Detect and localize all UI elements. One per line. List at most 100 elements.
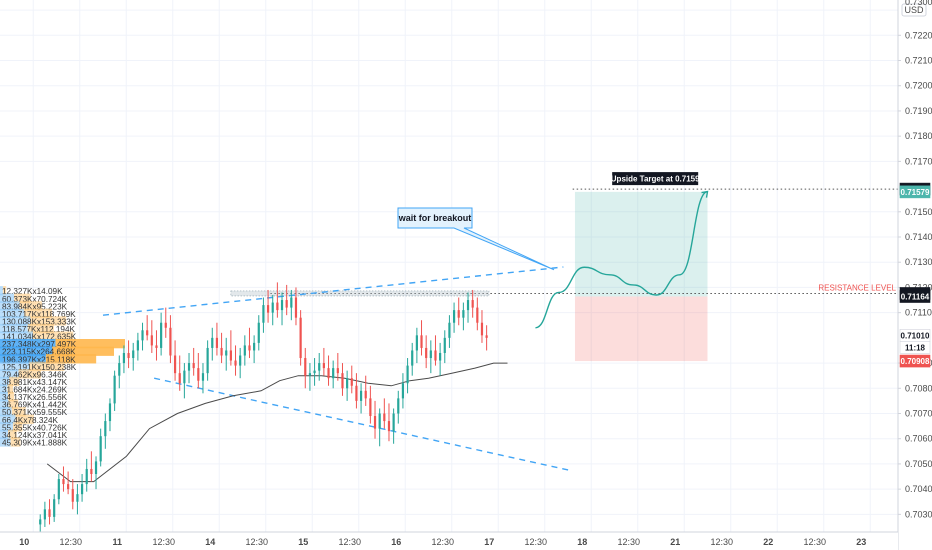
volume-profile-sell-bar [8,399,19,409]
time-axis-label: 12:30 [338,537,361,547]
price-tag-label-stop: 0.70908 [901,357,930,366]
price-tag-label-countdown: 11:18 [905,343,926,352]
volume-profile-label: 12.327Kx14.09K [2,287,63,296]
volume-profile-label: 50.371Kx59.555K [2,408,68,417]
candle-bullish [448,322,451,338]
candle-bearish [48,509,51,517]
candle-bearish [276,302,279,311]
volume-profile-sell-bar [2,286,7,296]
candle-bearish [420,335,423,348]
candle-bullish [43,509,46,520]
candle-bearish [164,322,167,328]
volume-profile-label: 38.981Kx43.147K [2,378,68,387]
candle-bearish [234,360,237,366]
candle-bullish [271,302,274,313]
volume-profile-buy-bar [0,399,9,409]
candle-bearish [192,363,195,369]
candle-bearish [480,322,484,336]
candle-bearish [229,350,232,361]
candle-bullish [462,310,465,318]
candle-bullish [99,436,102,462]
time-axis-label: 12:30 [803,537,826,547]
volume-profile-label: 118.577Kx112.194K [2,325,76,334]
price-tag-label-last: 0.71010 [901,331,930,340]
candle-bearish [220,347,223,356]
candle-bullish [104,421,107,437]
volume-profile-buy-bar [0,437,11,447]
candle-bearish [127,352,130,359]
volume-profile-label: 45.309Kx41.888K [2,438,68,447]
candle-bullish [429,350,432,359]
volume-profile-label: 237.348Kx297.497K [2,340,77,349]
candle-bearish [336,368,339,374]
candle-bearish [197,368,200,381]
volume-profile-buy-bar [0,308,25,319]
currency-label: USD [904,5,924,15]
volume-profile-sell-bar [29,361,65,372]
candle-bullish [39,519,42,525]
volume-profile-label: 130.088Kx153.333K [2,317,77,326]
volume-profile-buy-bar [0,316,31,326]
time-axis-label: 17 [484,537,494,547]
candle-bullish [262,305,265,323]
candle-bearish [299,317,302,359]
volume-profile-label: 55.355Kx40.726K [2,423,68,432]
volume-profile-label: 34.124Kx37.041K [2,431,68,440]
candle-bullish [392,413,395,432]
time-axis-label: 12:30 [524,537,547,547]
candle-bullish [332,368,335,379]
volume-profile-buy-bar [0,391,8,402]
candle-bullish [443,337,446,353]
price-scale-background [898,0,932,550]
time-axis-label: 16 [391,537,401,547]
candle-bullish [253,342,256,351]
volume-profile-buy-bar [0,361,30,372]
candle-bullish [76,494,79,502]
time-axis-label: 12:30 [710,537,733,547]
moving-average-line [46,362,508,483]
time-axis-label: 14 [205,537,215,547]
candle-bearish [425,347,428,359]
volume-profile-buy-bar [0,429,8,440]
volume-profile-sell-bar [10,437,21,447]
volume-profile-buy-bar [0,369,19,379]
candle-bearish [434,350,437,361]
volume-profile-label: 60.373Kx70.724K [2,295,68,304]
price-tag-stop [899,354,931,368]
candle-bullish [53,499,56,517]
candle-bearish [215,337,219,348]
time-axis-label: 22 [763,537,773,547]
volume-profile-buy-bar [0,354,46,364]
candle-bearish [169,327,172,356]
candle-bullish [118,363,121,376]
candle-bullish [132,350,135,359]
candle-bearish [341,373,344,389]
projection-arrow-icon [701,190,709,198]
time-axis-label: 21 [670,537,680,547]
candle-bearish [322,363,325,369]
volume-profile-buy-bar [0,331,33,341]
volume-profile-buy-bar [0,384,8,394]
candle-bullish [318,363,321,371]
volume-profile-label: 141.034Kx172.635K [2,333,77,342]
candle-bearish [155,345,158,348]
candle-bullish [452,310,456,323]
volume-profile-buy-bar [0,407,12,417]
candle-bullish [313,370,316,374]
volume-profile-sell-bar [32,331,74,341]
volume-profile-buy-bar [0,422,13,432]
candle-bearish [364,390,367,399]
candle-bearish [457,310,460,318]
volume-profile-sell-bar [55,339,126,349]
candle-bullish [136,340,139,351]
candle-bullish [466,300,470,311]
lower-trendline [153,377,573,472]
